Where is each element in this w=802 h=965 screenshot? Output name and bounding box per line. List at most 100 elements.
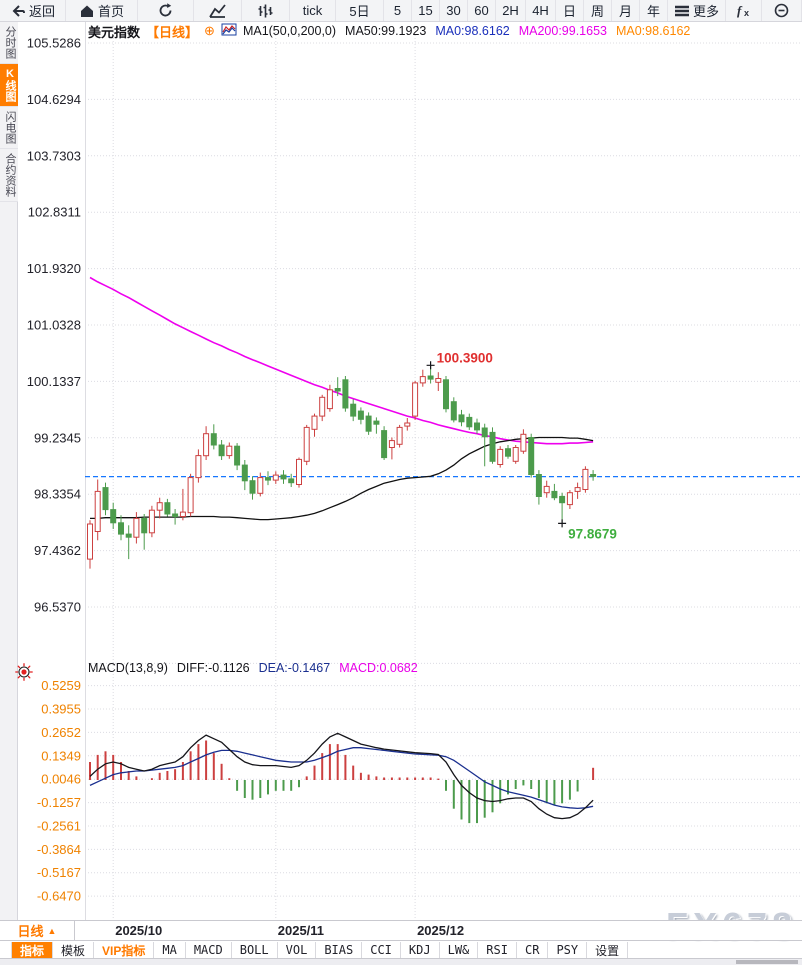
ma-legend-item: MA0:98.6162 (615, 24, 691, 38)
period-dropdown-label: 日线 (17, 924, 44, 939)
zoom-out-button[interactable] (762, 0, 802, 21)
svg-text:0.2652: 0.2652 (41, 725, 81, 740)
period-tag: 【日线】 (146, 24, 199, 40)
indicator-marker-icon[interactable] (15, 663, 33, 686)
period-2h-label: 2H (502, 3, 519, 18)
ma-legend-item: MA1(50,0,200,0) (242, 24, 337, 38)
ma-legend: MA1(50,0,200,0) MA50:99.1923 MA0:98.6162 MA… (243, 24, 690, 38)
period-week-button[interactable]: 周 (584, 0, 612, 21)
sidebar-item-kline-chart[interactable]: K线图 (0, 64, 18, 107)
svg-text:99.2345: 99.2345 (34, 430, 81, 445)
tick-button[interactable]: tick (290, 0, 336, 21)
svg-text:97.4362: 97.4362 (34, 543, 81, 558)
tab-psy[interactable]: PSY (548, 942, 588, 958)
tab-settings[interactable]: 设置 (587, 942, 629, 958)
svg-text:-0.1257: -0.1257 (37, 795, 81, 810)
tab-kdj[interactable]: KDJ (401, 942, 440, 958)
chevron-up-icon: ▲ (47, 925, 57, 936)
back-icon (10, 3, 26, 19)
period-5-label: 5 (393, 3, 402, 18)
svg-text:0.3955: 0.3955 (41, 702, 81, 717)
period-year-label: 年 (646, 4, 660, 19)
refresh-button[interactable] (138, 0, 194, 21)
svg-text:0.1349: 0.1349 (41, 748, 81, 763)
x-axis-month-label: 2025/10 (115, 923, 163, 938)
macd-legend-item: MACD(13,8,9) (88, 661, 168, 675)
more-button[interactable]: 更多 (668, 0, 726, 21)
candle-chart-button[interactable] (242, 0, 290, 21)
period-day-label: 日 (562, 4, 576, 19)
ma50-line (90, 436, 594, 521)
x-axis-row: 日线 ▲ 2025/10 2025/11 2025/12 (0, 920, 802, 941)
period-5-button[interactable]: 5 (384, 0, 412, 21)
tab-rsi[interactable]: RSI (478, 942, 517, 958)
home-button[interactable]: 首页 (66, 0, 138, 21)
price-pane-header: 美元指数 【日线】 ⊕ MA1(50,0,200,0) MA50:99.1923 M… (88, 23, 690, 40)
sidebar-item-lightning-chart[interactable]: 闪电图 (0, 107, 18, 149)
svg-text:100.3900: 100.3900 (437, 350, 493, 365)
period-5d-button[interactable]: 5日 (336, 0, 384, 21)
svg-text:-0.3864: -0.3864 (37, 842, 81, 857)
more-label: 更多 (692, 4, 719, 19)
high-annotation: 100.3900 (426, 350, 493, 370)
macd-legend-item: DIFF:-0.1126 (176, 661, 250, 675)
ma200-line (89, 276, 594, 445)
period-week-label: 周 (590, 4, 604, 19)
horizontal-scrollbar-thumb[interactable] (736, 960, 798, 964)
period-month-button[interactable]: 月 (612, 0, 640, 21)
tab-templates[interactable]: 模板 (53, 942, 95, 958)
tab-indicators[interactable]: 指标 (12, 942, 54, 958)
svg-text:98.3354: 98.3354 (34, 487, 81, 502)
refresh-icon (157, 2, 174, 19)
period-60-button[interactable]: 60 (468, 0, 496, 21)
price-y-axis: 105.5286 104.6294 103.7303 102.8311 101.9320… (27, 36, 802, 664)
period-dropdown-button[interactable]: 日线 ▲ (0, 921, 75, 940)
low-annotation: 97.8679 (558, 519, 617, 541)
tab-bias[interactable]: BIAS (316, 942, 363, 958)
macd-y-axis: 0.5259 0.3955 0.2652 0.1349 0.0046 -0.1257 -0.… (37, 678, 802, 904)
left-sidebar: 分时图 K线图 闪电图 合约资料 (0, 22, 18, 920)
svg-text:0.5259: 0.5259 (41, 678, 81, 693)
period-4h-button[interactable]: 4H (526, 0, 556, 21)
tab-vol[interactable]: VOL (278, 942, 317, 958)
home-icon (79, 3, 95, 19)
period-5d-label: 5日 (349, 4, 370, 19)
back-button[interactable]: 返回 (0, 0, 66, 21)
svg-text:-0.5167: -0.5167 (37, 865, 81, 880)
period-year-button[interactable]: 年 (640, 0, 668, 21)
symbol-name: 美元指数 (88, 24, 141, 40)
macd-legend-item: MACD:0.0682 (339, 661, 418, 675)
period-day-button[interactable]: 日 (556, 0, 584, 21)
svg-text:101.0328: 101.0328 (27, 318, 81, 333)
bottom-tab-bar: 指标 模板 VIP指标 MA MACD BOLL VOL BIAS CCI KDJ LW& RSI CR… (0, 942, 802, 959)
period-15-button[interactable]: 15 (412, 0, 440, 21)
svg-text:96.5370: 96.5370 (34, 600, 81, 615)
home-label: 首页 (97, 4, 124, 19)
candlestick-series (87, 365, 597, 569)
tab-lwr[interactable]: LW& (440, 942, 479, 958)
period-month-label: 月 (618, 4, 632, 19)
add-indicator-icon[interactable]: ⊕ (204, 23, 215, 38)
tab-cci[interactable]: CCI (362, 942, 401, 958)
period-4h-label: 4H (532, 3, 549, 18)
dea-line (89, 747, 594, 810)
line-chart-button[interactable] (194, 0, 242, 21)
bottom-scrollbar-track (0, 959, 802, 965)
ma-legend-item: MA200:99.1653 (518, 24, 607, 38)
x-axis-month-label: 2025/12 (417, 923, 465, 938)
period-2h-button[interactable]: 2H (496, 0, 526, 21)
tab-macd[interactable]: MACD (186, 942, 232, 958)
sidebar-item-timeshare-chart[interactable]: 分时图 (0, 22, 18, 64)
tab-ma[interactable]: MA (154, 942, 186, 958)
tab-boll[interactable]: BOLL (232, 942, 278, 958)
tab-cr[interactable]: CR (517, 942, 549, 958)
sidebar-item-contract-info[interactable]: 合约资料 (0, 149, 18, 202)
tab-vip-indicators[interactable]: VIP指标 (94, 942, 155, 958)
diff-line (89, 732, 594, 820)
period-30-button[interactable]: 30 (440, 0, 468, 21)
svg-text:101.9320: 101.9320 (27, 261, 81, 276)
